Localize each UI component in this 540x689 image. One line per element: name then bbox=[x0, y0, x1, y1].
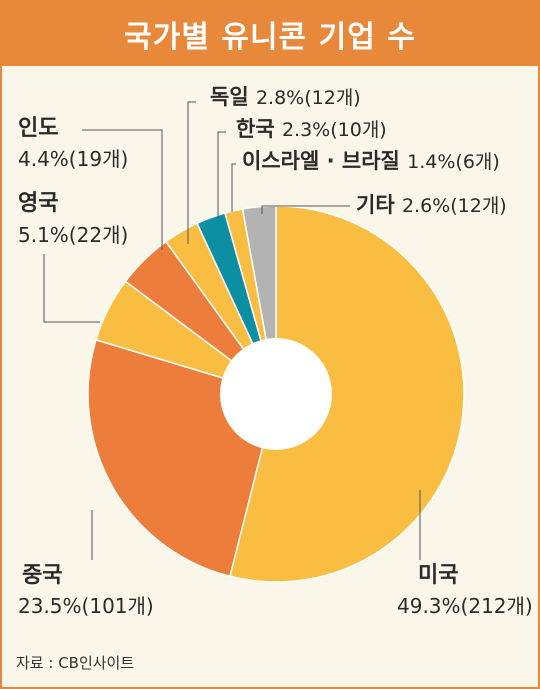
slice-labels: 미국 49.3%(212개) 중국 23.5%(101개) 영국 5.1%(22개) 인도 4… bbox=[18, 85, 533, 618]
slice-label-7: 기타 2.6%(12개) bbox=[356, 193, 507, 217]
slice-label-name-3: 인도 bbox=[18, 116, 58, 141]
leader-line-4 bbox=[187, 101, 196, 244]
leader-line-7 bbox=[261, 205, 350, 214]
leader-line-6 bbox=[231, 163, 236, 212]
source-note: 자료 : CB인사이트 bbox=[16, 654, 135, 672]
slice-label-value-1: 23.5%(101개) bbox=[18, 594, 154, 618]
slice-label-name-1: 중국 bbox=[22, 563, 62, 588]
leader-lines bbox=[43, 101, 421, 560]
slice-label-value-3: 4.4%(19개) bbox=[18, 147, 128, 171]
donut-hole bbox=[220, 338, 332, 450]
slice-label-6: 이스라엘 · 브라질 1.4%(6개) bbox=[242, 149, 500, 173]
slice-label-name-0: 미국 bbox=[418, 563, 458, 588]
pie-slice-0 bbox=[229, 205, 465, 583]
slice-label-name-2: 영국 bbox=[18, 191, 58, 216]
slice-label-5: 한국 2.3%(10개) bbox=[236, 117, 387, 141]
leader-line-2 bbox=[43, 254, 100, 323]
slice-label-value-2: 5.1%(22개) bbox=[18, 223, 128, 247]
slice-label-value-0: 49.3%(212개) bbox=[397, 594, 533, 618]
slice-label-4: 독일 2.8%(12개) bbox=[210, 85, 361, 109]
leader-line-5 bbox=[217, 131, 226, 218]
leader-line-3 bbox=[82, 129, 163, 250]
chart-title: 국가별 유니콘 기업 수 bbox=[2, 2, 538, 66]
